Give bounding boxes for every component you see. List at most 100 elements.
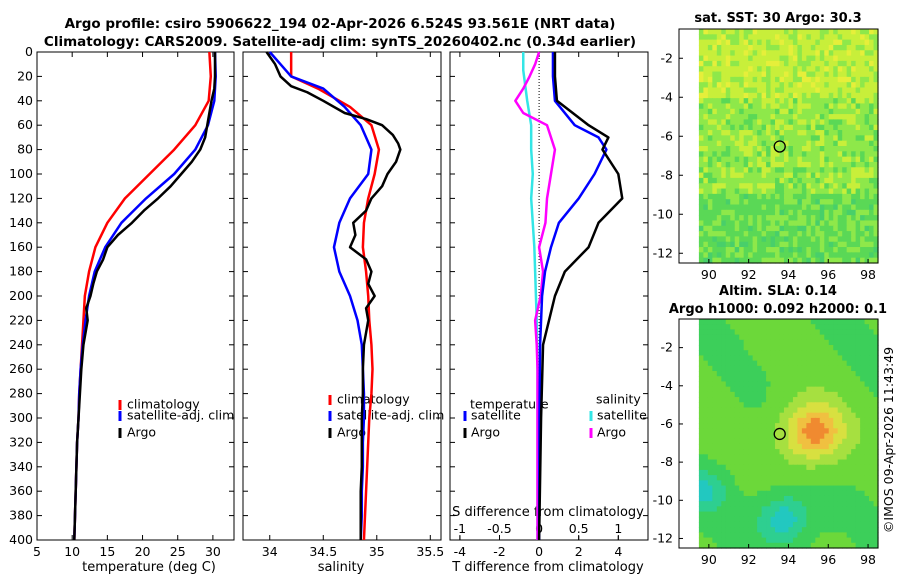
map-cell: [743, 135, 749, 142]
map-cell: [730, 355, 736, 362]
map-cell: [739, 114, 745, 121]
map-cell: [842, 521, 848, 528]
map-cell: [788, 66, 794, 73]
map-cell: [788, 241, 794, 248]
map-cell: [851, 412, 857, 419]
map-cell: [860, 177, 866, 184]
map-cell: [855, 506, 861, 513]
map-cell: [801, 44, 807, 51]
map-cell: [698, 376, 704, 383]
map-cell: [846, 490, 852, 497]
map-cell: [801, 449, 807, 455]
map-cell: [766, 319, 772, 325]
map-cell: [779, 501, 785, 507]
map-cell: [819, 183, 825, 190]
map-cell: [788, 438, 794, 445]
map-cell: [734, 119, 740, 126]
map-cell: [712, 140, 718, 147]
map-cell: [837, 108, 843, 115]
map-cell: [743, 397, 749, 403]
map-cell: [806, 454, 812, 461]
map-cell: [775, 516, 781, 523]
map-cell: [806, 167, 812, 174]
x-tick-label: 35.5: [416, 544, 444, 559]
map-cell: [716, 241, 722, 248]
map-cell: [698, 177, 704, 184]
map-cell: [797, 151, 803, 158]
map-cell: [766, 82, 772, 89]
legend-satellite-label: satellite-adj. clim: [127, 408, 234, 423]
map-cell: [819, 329, 825, 336]
map-cell: [833, 391, 839, 398]
map-cell: [698, 397, 704, 403]
map-cell: [842, 412, 848, 419]
map-cell: [775, 71, 781, 78]
map-cell: [761, 423, 767, 429]
map-cell: [792, 92, 799, 99]
map-cell: [864, 324, 870, 331]
map-cell: [842, 241, 848, 248]
map-cell: [743, 39, 749, 46]
map-cell: [766, 156, 772, 163]
map-cell: [698, 449, 704, 455]
map-cell: [757, 490, 763, 497]
map-cell: [716, 204, 722, 211]
map-cell: [842, 324, 848, 331]
map-cell: [846, 156, 852, 163]
map-cell: [837, 345, 843, 351]
map-cell: [698, 334, 704, 341]
map-cell: [743, 407, 749, 414]
map-cell: [846, 92, 852, 99]
map-cell: [766, 60, 772, 67]
map-cell: [775, 172, 781, 179]
map-cell: [797, 469, 803, 476]
map-cell: [842, 485, 848, 492]
map-cell: [739, 103, 745, 110]
map-cell: [725, 209, 731, 216]
map-cell: [815, 391, 821, 398]
map-cell: [712, 521, 718, 528]
map-cell: [851, 516, 857, 523]
map-x-tick-label: 92: [741, 552, 757, 567]
map-cell: [842, 236, 848, 243]
map-cell: [743, 449, 749, 455]
map-cell: [855, 371, 861, 377]
float-position-marker: [773, 140, 786, 153]
plot-frame: [449, 51, 649, 541]
map-cell: [752, 532, 758, 539]
map-cell: [788, 167, 794, 174]
map-cell: [770, 391, 776, 398]
map-cell: [788, 225, 794, 232]
map-cell: [716, 209, 722, 216]
map-cell: [842, 339, 848, 346]
map-cell: [761, 193, 767, 200]
map-cell: [810, 355, 816, 362]
map-cell: [819, 55, 825, 62]
map-cell: [752, 71, 758, 78]
map-cell: [810, 220, 816, 227]
legend-climatology-label: climatology: [337, 392, 410, 407]
map-cell: [824, 140, 830, 147]
map-cell: [864, 381, 870, 388]
map-cell: [757, 34, 763, 41]
map-cell: [752, 29, 758, 35]
map-cell: [707, 501, 713, 507]
map-cell: [851, 345, 857, 351]
map-cell: [819, 391, 825, 398]
map-cell: [815, 355, 821, 362]
map-cell: [748, 334, 754, 341]
map-cell: [801, 257, 807, 264]
map-cell: [810, 469, 816, 476]
map-cell: [766, 130, 772, 136]
map-cell: [730, 98, 736, 105]
map-cell: [837, 334, 843, 341]
map-cell: [766, 345, 772, 351]
map-cell: [824, 92, 830, 99]
map-cell: [770, 490, 776, 497]
map-cell: [743, 103, 749, 110]
map-cell: [810, 423, 816, 429]
map-cell: [788, 209, 794, 216]
map-cell: [819, 412, 825, 419]
map-cell: [860, 381, 866, 388]
map-cell: [703, 454, 709, 461]
